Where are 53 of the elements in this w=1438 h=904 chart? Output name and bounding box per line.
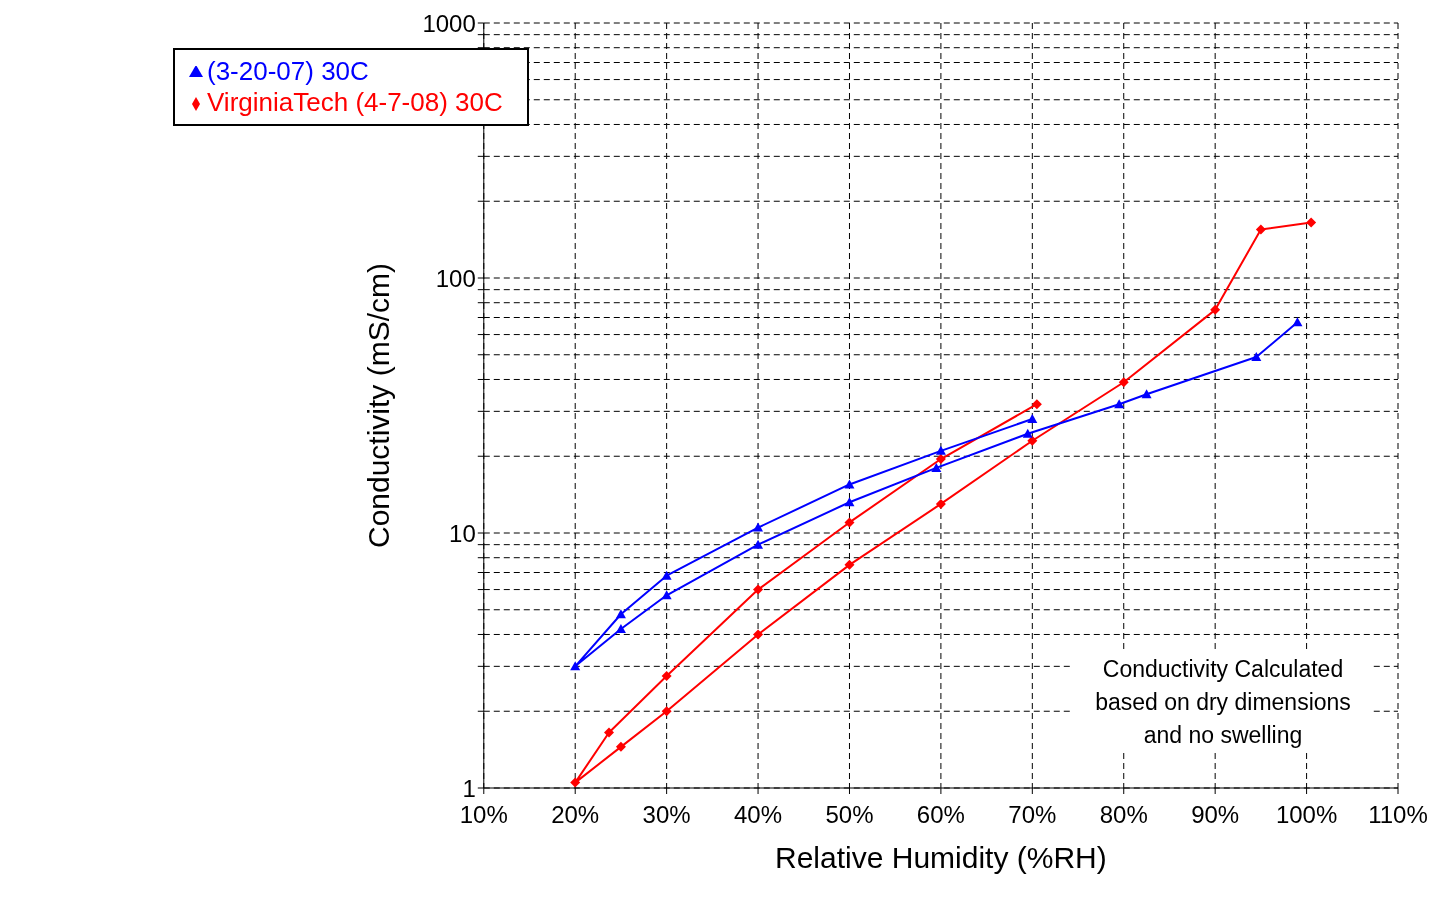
x-tick-label: 10% [459,801,508,829]
x-tick-label: 100% [1275,801,1338,829]
x-tick-label: 50% [825,801,874,829]
point [1255,224,1266,235]
point [604,727,615,738]
point [661,570,672,580]
point [1027,435,1038,446]
y-tick-label: 1 [462,774,476,802]
y-tick-label: 10 [449,519,476,547]
point [1022,428,1033,438]
x-axis-title: Relative Humidity (%RH) [775,841,1107,874]
x-tick-label: 20% [551,801,600,829]
point [1292,317,1303,327]
point [615,609,626,619]
point [844,517,855,528]
point [935,454,946,465]
point [931,462,942,472]
point [1141,389,1152,399]
point [1251,352,1262,361]
point [1118,377,1129,388]
point [1306,217,1317,228]
point [615,741,626,752]
point [661,706,672,717]
x-tick-label: 60% [916,801,965,829]
point [1027,413,1038,423]
point [570,661,581,671]
point [935,445,946,455]
point [661,590,672,600]
x-tick-label: 40% [734,801,783,829]
x-tick-label: 30% [642,801,691,829]
point [753,584,764,595]
point [753,539,764,549]
point [753,629,764,640]
point [570,777,581,788]
x-tick-label: 80% [1099,801,1148,829]
point [1210,304,1221,315]
legend-label: (3-20-07) 30C [207,56,369,86]
x-tick-label: 90% [1191,801,1240,829]
annotation: Conductivity Calculated based on dry dimensions and no swelling [1073,653,1373,752]
point [1114,399,1125,409]
y-tick-label: 100 [435,264,476,292]
point [753,522,764,532]
point [1031,399,1042,410]
x-tick-label: 110% [1368,801,1428,829]
y-axis-title: Conductivity (mS/cm) [362,262,396,549]
point [844,497,855,507]
legend-label: VirginiaTech (4-7-08) 30C [207,87,503,117]
point [615,624,626,634]
x-tick-label: 70% [1008,801,1057,829]
point [935,498,946,509]
point [661,670,672,681]
point [844,559,855,570]
y-tick-label: 1000 [422,9,476,37]
